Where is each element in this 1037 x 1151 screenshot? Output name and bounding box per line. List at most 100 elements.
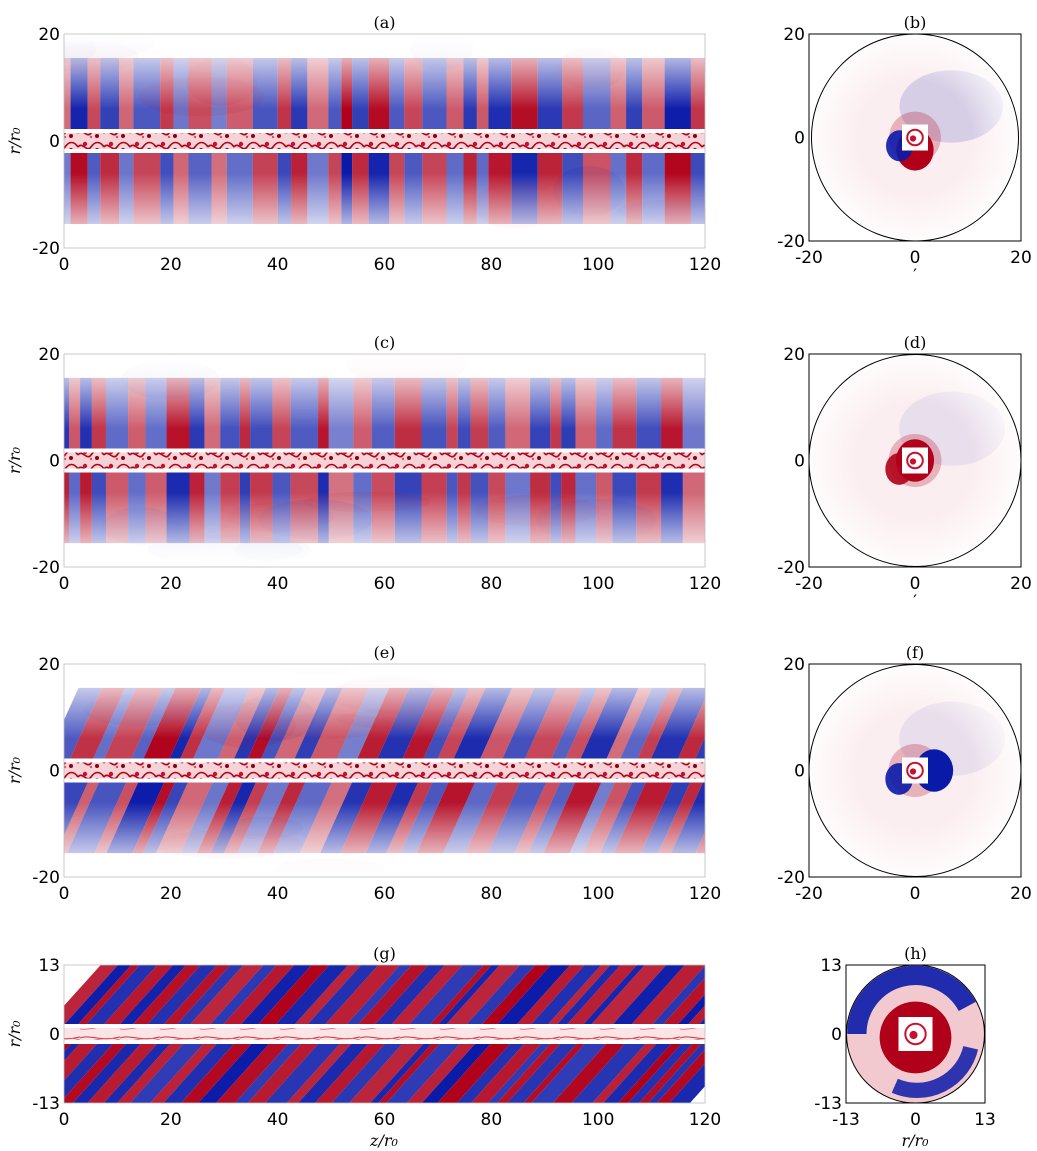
wave-crest-lower [198,1040,273,1103]
wave-crest-upper [478,965,551,1028]
wave-crest-lower [727,467,742,544]
y-tick-label: -20 [777,232,805,252]
y-tick-label: -20 [777,868,805,888]
x-tick-label: 60 [374,884,396,904]
panel-label: (g) [373,944,396,963]
field-pattern [64,965,784,1103]
wave-crest-lower [234,1040,305,1103]
panel-label: (a) [373,13,395,32]
wave-crest-upper [388,965,463,1028]
wave-crest-lower [669,1063,705,1103]
y-axis-label: r/r₀ [5,1020,24,1048]
wave-crest-upper [742,378,760,455]
cross-section-panel [808,663,1022,878]
wave-crest-upper [588,965,667,1028]
x-tick-label: 100 [582,574,614,594]
wave-crest-upper [714,965,784,1028]
panel-label: (b) [904,13,927,32]
wave-crest-upper [291,965,362,1028]
wave-crest-lower [247,1040,322,1103]
core-vortex-ring [906,451,924,470]
spiral-arm-negative [847,965,976,1035]
core-vortex-center [909,135,917,142]
turbulent-core [64,452,705,469]
wave-crest-upper [553,965,621,1028]
wave-crest-upper [527,965,602,1028]
wave-crest-lower [471,1040,545,1103]
wave-crest-lower [628,1040,696,1103]
wave-crest-upper [371,965,445,1028]
wave-crest-lower [215,1040,292,1103]
wave-crest-upper [426,965,492,1028]
wave-crest-lower [370,1040,435,1103]
wave-crest-upper [405,965,484,1028]
panel-label: (c) [374,333,395,352]
wave-crest-upper [724,58,751,135]
x-tick-label: -20 [795,574,823,594]
wave-crest-upper [220,965,295,1028]
y-tick-label: 0 [49,1025,60,1045]
x-tick-label: 0 [910,574,921,594]
y-tick-label: 20 [38,655,60,675]
wave-crest-lower [64,1040,84,1062]
y-axis-label: r/r₀ [5,756,24,784]
wave-crest-upper [434,965,500,1028]
wave-crest-upper [443,965,521,1028]
cross-section-panel [808,353,1022,568]
turbulent-core [64,133,705,149]
y-axis-label: r/r₀ [5,127,24,155]
wave-crest-upper [64,965,118,1025]
y-tick-label: 0 [794,452,805,472]
wave-crest-upper [129,965,201,1028]
wave-crest-upper [695,1017,705,1028]
wave-crest-upper [544,965,611,1028]
wave-crest-lower [163,1040,238,1103]
x-tick-label: 80 [481,255,503,275]
wave-crest-lower [648,1040,705,1103]
y-tick-label: 0 [831,1025,842,1045]
wave-crest-upper [74,965,140,1028]
y-tick-label: -20 [32,558,60,578]
y-tick-label: -20 [777,558,805,578]
wave-crest-lower [64,1040,130,1103]
wave-crest-lower [706,467,727,544]
y-tick-label: 20 [783,655,805,675]
x-axis-label: ′ [913,266,917,286]
x-tick-label: 13 [974,1110,996,1130]
bottom-right-x-axis-label: r/r₀ [901,1131,929,1150]
x-tick-label: 0 [910,884,921,904]
core-vortex-ring [906,128,924,147]
x-tick-label: -20 [795,248,823,268]
panel-label: (h) [904,944,927,963]
wave-crest-upper [463,965,536,1028]
domain-boundary-circle [808,664,1022,877]
wave-crest-lower [421,1040,495,1103]
wave-crest-upper [83,965,158,1028]
x-tick-label: 40 [267,574,289,594]
x-tick-label: 100 [582,255,614,275]
y-tick-label: 0 [49,762,60,782]
y-tick-label: 20 [783,345,805,365]
wave-crest-lower [298,1040,372,1103]
y-tick-label: -13 [32,1094,60,1114]
x-tick-label: 0 [910,248,921,268]
wave-crest-upper [272,965,349,1028]
x-tick-label: 0 [59,255,70,275]
x-tick-label: 120 [689,1110,721,1130]
bottom-left-x-axis-label: z/r₀ [369,1131,398,1150]
wave-crest-upper [659,977,705,1028]
field-pattern [64,354,760,567]
y-tick-label: 13 [820,956,842,976]
wave-crest-lower [592,1040,660,1103]
wave-crest-upper [707,58,724,135]
wave-crest-lower [87,1040,161,1103]
wave-crest-upper [628,965,705,1028]
wave-crest-upper [304,965,379,1028]
wave-crest-lower [617,1040,685,1103]
domain-boundary-circle [808,354,1022,567]
x-tick-label: 20 [1010,248,1032,268]
wave-crest-lower [603,1040,675,1103]
wave-crest-lower [456,1040,528,1103]
wave-crest-upper [237,965,312,1028]
